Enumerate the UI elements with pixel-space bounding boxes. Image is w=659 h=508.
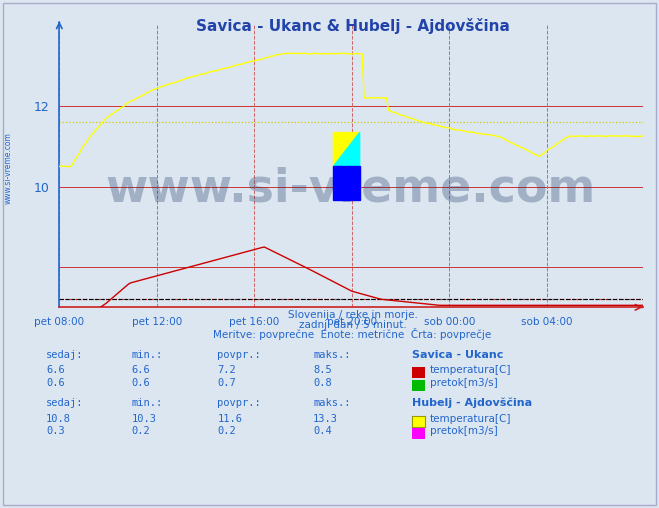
Text: 0.3: 0.3 [46,426,65,436]
Text: min.:: min.: [132,398,163,408]
Text: sedaj:: sedaj: [46,398,84,408]
Text: www.si-vreme.com: www.si-vreme.com [4,132,13,204]
Text: 0.6: 0.6 [132,378,150,388]
Text: 8.5: 8.5 [313,365,331,375]
Text: sedaj:: sedaj: [46,350,84,360]
Polygon shape [333,133,360,167]
Text: 0.2: 0.2 [217,426,236,436]
Text: zadnji dan / 5 minut.: zadnji dan / 5 minut. [299,320,407,330]
Text: 11.6: 11.6 [217,414,243,424]
Text: povpr.:: povpr.: [217,350,261,360]
Text: 6.6: 6.6 [46,365,65,375]
Text: 0.8: 0.8 [313,378,331,388]
Text: 13.3: 13.3 [313,414,338,424]
Text: min.:: min.: [132,350,163,360]
Text: 6.6: 6.6 [132,365,150,375]
Text: 0.6: 0.6 [46,378,65,388]
Polygon shape [333,167,360,200]
Text: 0.7: 0.7 [217,378,236,388]
Text: temperatura[C]: temperatura[C] [430,414,511,424]
Text: Savica - Ukanc: Savica - Ukanc [412,350,503,360]
Text: temperatura[C]: temperatura[C] [430,365,511,375]
Text: 0.4: 0.4 [313,426,331,436]
Text: povpr.:: povpr.: [217,398,261,408]
Text: 10.8: 10.8 [46,414,71,424]
Polygon shape [333,133,360,167]
Text: 7.2: 7.2 [217,365,236,375]
Text: maks.:: maks.: [313,398,351,408]
Text: www.si-vreme.com: www.si-vreme.com [106,167,596,211]
Text: 10.3: 10.3 [132,414,157,424]
Text: Hubelj - Ajdovščina: Hubelj - Ajdovščina [412,398,532,408]
Text: Slovenija / reke in morje.: Slovenija / reke in morje. [287,309,418,320]
Text: pretok[m3/s]: pretok[m3/s] [430,378,498,388]
Text: Savica - Ukanc & Hubelj - Ajdovščina: Savica - Ukanc & Hubelj - Ajdovščina [196,18,509,34]
Text: maks.:: maks.: [313,350,351,360]
Text: pretok[m3/s]: pretok[m3/s] [430,426,498,436]
Text: Meritve: povprečne  Enote: metrične  Črta: povprečje: Meritve: povprečne Enote: metrične Črta:… [214,328,492,340]
Text: 0.2: 0.2 [132,426,150,436]
